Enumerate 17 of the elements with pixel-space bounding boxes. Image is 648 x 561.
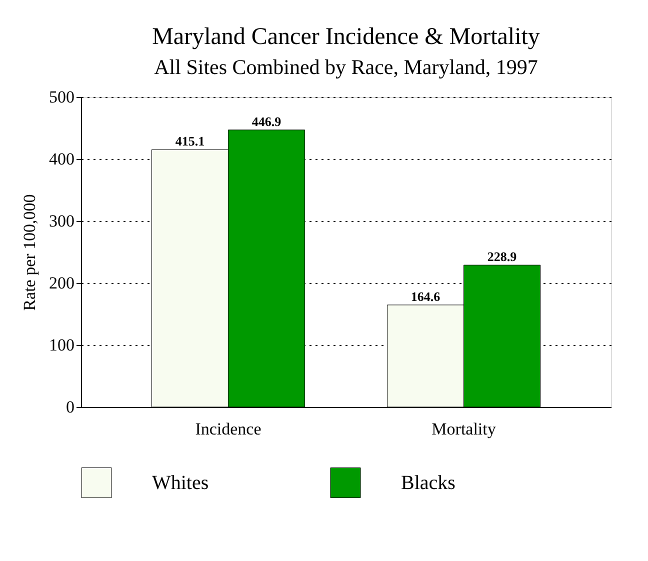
- y-tick-label: 200: [49, 274, 74, 292]
- y-tick-label: 100: [49, 336, 74, 354]
- data-label: 446.9: [252, 114, 282, 129]
- y-tick-label: 400: [49, 150, 74, 168]
- x-tick-label: Incidence: [195, 420, 262, 438]
- legend-label: Whites: [152, 472, 209, 494]
- data-label: 164.6: [410, 288, 441, 304]
- legend-label: Blacks: [401, 472, 456, 494]
- y-tick-label: 500: [49, 88, 74, 106]
- x-tick-label: Mortality: [432, 420, 496, 438]
- y-axis-title: Rate per 100,000: [20, 194, 39, 311]
- data-label: 415.1: [175, 134, 205, 149]
- y-tick-label: 0: [66, 398, 74, 416]
- chart-title: Maryland Cancer Incidence & Mortality: [152, 24, 540, 50]
- data-label: 228.9: [487, 249, 518, 264]
- chart-subtitle: All Sites Combined by Race, Maryland, 1997: [154, 55, 538, 79]
- y-tick-label: 300: [49, 212, 74, 230]
